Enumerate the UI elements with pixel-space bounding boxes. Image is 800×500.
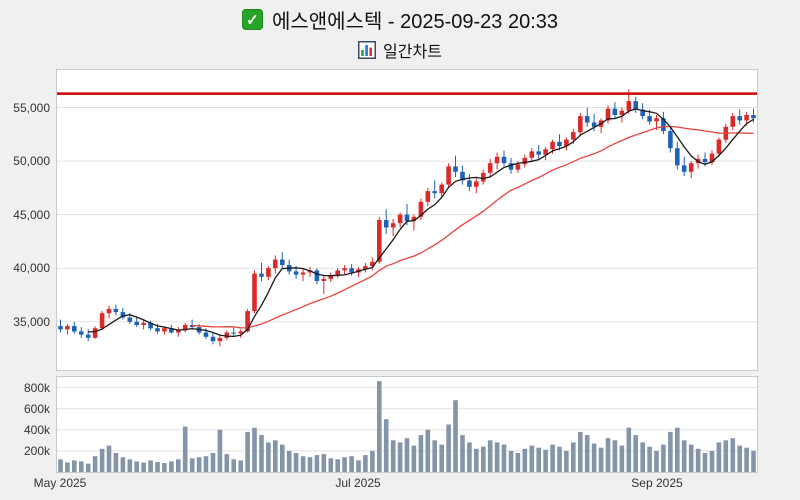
price-axis-label: 35,000: [13, 315, 50, 329]
price-axis-label: 45,000: [13, 208, 50, 222]
x-axis-label: Sep 2025: [631, 476, 683, 490]
volume-row: 200k 400k 600k 800k: [0, 376, 800, 473]
volume-axis-label: 600k: [23, 402, 50, 416]
volume-chart[interactable]: [57, 377, 757, 472]
chart-area: 35,000 40,000 45,000 50,000 55,000 200k 400k 6…: [0, 69, 800, 492]
page-title: 에스앤에스텍 - 2025-09-23 20:33: [271, 11, 559, 33]
price-chart[interactable]: [57, 70, 757, 370]
x-axis-label: Jul 2025: [335, 476, 381, 490]
chart-subtitle-row: 일간차트: [0, 38, 800, 62]
candles: [58, 89, 756, 347]
price-axis-label: 40,000: [13, 261, 50, 275]
x-axis: May 2025 Jul 2025 Sep 2025: [34, 476, 800, 492]
x-axis-label: May 2025: [33, 476, 87, 490]
bar-chart-icon: [358, 41, 377, 59]
volume-axis-label: 400k: [23, 423, 50, 437]
price-row: 35,000 40,000 45,000 50,000 55,000: [0, 69, 800, 371]
volume-axis-label: 200k: [23, 444, 50, 458]
ma-line-MA20: [192, 125, 754, 329]
volume-bars: [58, 381, 756, 472]
price-axis-label: 50,000: [13, 154, 50, 168]
volume-axis-label: 800k: [23, 381, 50, 395]
price-chart-panel[interactable]: [56, 69, 758, 371]
price-y-axis: 35,000 40,000 45,000 50,000 55,000: [0, 69, 56, 371]
volume-chart-panel[interactable]: [56, 376, 758, 473]
ma-line-MA5: [88, 108, 754, 338]
price-axis-label: 55,000: [13, 101, 50, 115]
window-title-row: ✓ 에스앤에스텍 - 2025-09-23 20:33: [0, 0, 800, 34]
chart-type-label: 일간차트: [383, 44, 442, 61]
check-icon: ✓: [241, 9, 263, 30]
volume-y-axis: 200k 400k 600k 800k: [0, 376, 56, 473]
